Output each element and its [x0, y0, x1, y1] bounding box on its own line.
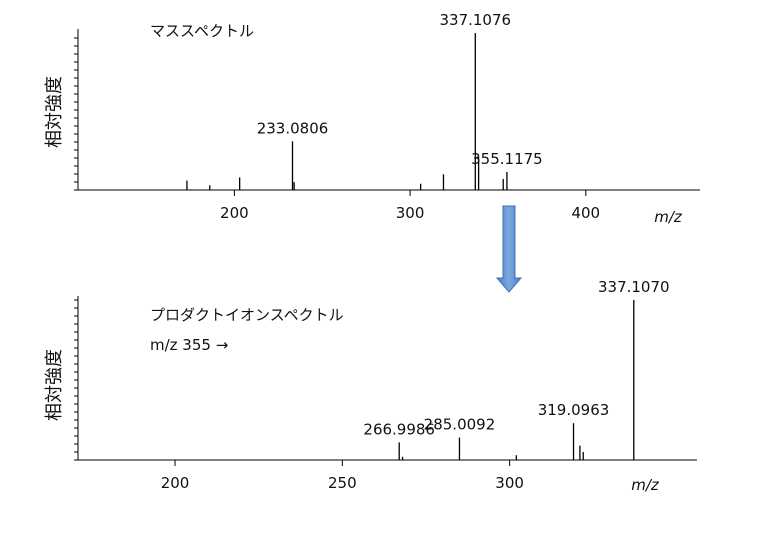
peak-label: 319.0963	[538, 401, 610, 419]
annotation: プロダクトイオンスペクトル	[150, 306, 344, 324]
x-tick-label: 200	[161, 474, 190, 492]
x-tick-label: 200	[220, 204, 249, 222]
precursor-label: m/z 355 →	[150, 336, 228, 354]
y-axis-label: 相対強度	[44, 76, 65, 148]
peak-label: 285.0092	[424, 416, 496, 434]
x-tick-label: 250	[328, 474, 357, 492]
flow-arrow	[495, 205, 523, 293]
peak-label: 266.9986	[363, 420, 435, 438]
annotation: マススペクトル	[150, 22, 254, 40]
x-tick-label: 300	[396, 204, 425, 222]
y-axis-label: 相対強度	[44, 349, 65, 421]
peak-label: 337.1070	[598, 278, 670, 296]
x-axis-label: m/z	[631, 476, 660, 494]
x-tick-label: 300	[495, 474, 524, 492]
peak-label: 355.1175	[471, 150, 543, 168]
x-tick-label: 400	[571, 204, 600, 222]
x-axis-label: m/z	[654, 208, 683, 226]
peak-label: 233.0806	[257, 119, 329, 137]
peak-label: 337.1076	[439, 11, 511, 29]
